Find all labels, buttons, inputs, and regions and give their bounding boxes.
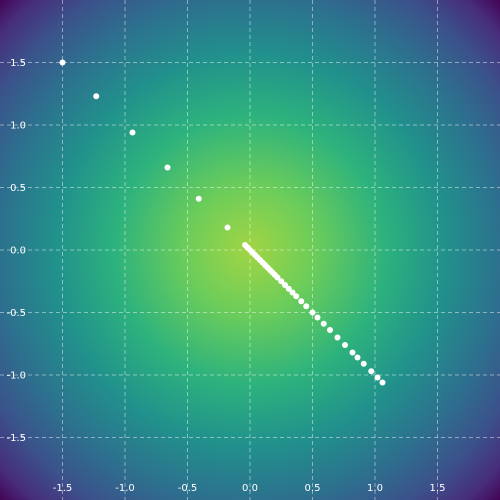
y-tick-label: 1.0 — [10, 121, 26, 132]
scatter-point — [303, 303, 310, 310]
scatter-point — [282, 282, 288, 288]
scatter-point — [349, 349, 356, 356]
scatter-point — [309, 309, 316, 316]
y-tick-label: 0.5 — [10, 183, 26, 194]
scatter-point — [129, 129, 136, 136]
y-tick-label: -0.5 — [6, 308, 26, 319]
scatter-point — [224, 224, 231, 231]
scatter-point — [59, 59, 66, 66]
x-tick-label: 1.5 — [430, 483, 446, 494]
scatter-point — [164, 164, 171, 171]
scatter-point — [289, 289, 296, 296]
scatter-point — [195, 195, 202, 202]
x-tick-label: 0.5 — [305, 483, 321, 494]
x-tick-label: -1.5 — [53, 483, 73, 494]
scatter-point — [320, 320, 327, 327]
scatter-point — [298, 298, 305, 305]
scatter-point — [278, 278, 285, 285]
scatter-point — [274, 274, 281, 281]
scatter-point — [285, 285, 292, 292]
y-tick-label: 1.5 — [10, 58, 26, 69]
scatter-point — [342, 342, 348, 348]
tick-labels: -1.5 -1.0 -0.5 0.0 0.5 1.0 1.5 1.5 1.0 0.5 0.0 -0.5… — [6, 58, 445, 494]
scatter-point — [334, 334, 341, 341]
scatter-point — [293, 293, 300, 300]
x-tick-label: -0.5 — [178, 483, 198, 494]
scatter-point — [93, 93, 100, 100]
x-tick-label: 1.0 — [367, 483, 383, 494]
scatter-point — [327, 327, 333, 333]
y-tick-label: -1.5 — [6, 433, 26, 444]
scatter-point — [360, 360, 367, 367]
scatter-point — [374, 374, 381, 381]
scatter-point — [314, 314, 321, 321]
y-tick-label: -1.0 — [6, 371, 26, 382]
scatter-point — [379, 379, 386, 386]
x-tick-label: 0.0 — [242, 483, 258, 494]
scatter-point — [368, 368, 375, 375]
data-points — [59, 59, 386, 386]
y-tick-label: 0.0 — [10, 246, 26, 257]
x-tick-label: -1.0 — [115, 483, 135, 494]
scatter-point — [354, 354, 361, 361]
